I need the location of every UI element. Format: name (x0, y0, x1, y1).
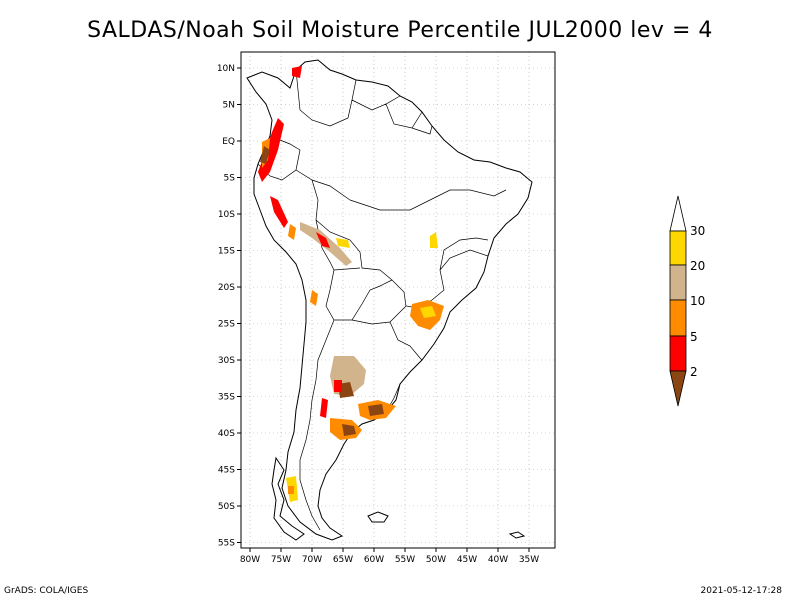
south-america-landmass (246, 59, 533, 541)
colorbar-label-20: 20 (690, 259, 705, 273)
pampas-red-anomaly (334, 380, 342, 392)
parana-anomaly-inner (420, 306, 436, 318)
colorbar-below-triangle (669, 370, 687, 407)
colorbar-label-30: 30 (690, 224, 705, 238)
mato-grosso-anomaly (336, 238, 350, 248)
colorbar-segment-2-5 (669, 335, 687, 372)
longitude-labels: 80W 75W 70W 65W 60W 55W 50W 45W 40W 35W (240, 548, 539, 565)
ecuador-anomaly (260, 146, 270, 164)
buenos-aires-core (368, 404, 384, 416)
latitude-tick-label: EQ (222, 137, 235, 147)
longitude-tick-label: 50W (426, 555, 446, 565)
longitude-tick-label: 65W (333, 555, 353, 565)
south-georgia-island (508, 531, 526, 539)
map-frame (240, 51, 556, 549)
colorbar-segment-10-20 (669, 264, 687, 301)
andes-west-anomaly (320, 398, 328, 418)
graticule (241, 52, 555, 548)
map-title: SALDAS/Noah Soil Moisture Percentile JUL… (87, 18, 713, 43)
latitude-tick-label: 5N (223, 101, 235, 111)
footer-credit: GrADS: COLA/IGES (4, 586, 89, 596)
longitude-tick-label: 75W (271, 555, 291, 565)
latitude-tick-label: 40S (218, 429, 235, 439)
altiplano-anomaly (310, 290, 318, 306)
latitude-labels: 10N 5N EQ 5S 10S 15S 20S 25S 30S 35S 40S 45S 50S 55S (217, 64, 241, 549)
colorbar-label-10: 10 (690, 294, 705, 308)
longitude-tick-label: 80W (240, 555, 260, 565)
latitude-tick-label: 35S (218, 393, 235, 403)
falkland-islands (367, 511, 389, 523)
coastline (246, 59, 533, 541)
colorbar-above-triangle (669, 195, 687, 232)
patagonia-south-core (288, 486, 294, 494)
longitude-tick-label: 70W (302, 555, 322, 565)
percentile-shading (258, 66, 444, 502)
peru-anomaly-2 (288, 224, 296, 240)
bolivia-ridge-core (316, 232, 330, 248)
colorbar-segment-20-30 (669, 230, 687, 266)
colorbar-label-2: 2 (690, 365, 698, 379)
country-borders (257, 69, 507, 531)
sao-paulo-anomaly (430, 232, 438, 248)
longitude-tick-label: 35W (519, 555, 539, 565)
tierra-del-fuego-islands (271, 456, 305, 541)
latitude-tick-label: 5S (224, 174, 236, 184)
peru-anomaly (270, 196, 288, 228)
longitude-tick-label: 45W (457, 555, 477, 565)
longitude-tick-label: 55W (395, 555, 415, 565)
latitude-tick-label: 45S (218, 466, 235, 476)
latitude-tick-label: 55S (218, 539, 235, 549)
colorbar-label-5: 5 (690, 330, 698, 344)
latitude-tick-label: 25S (218, 320, 235, 330)
latitude-tick-label: 20S (218, 283, 235, 293)
longitude-tick-label: 60W (364, 555, 384, 565)
colorbar: 30 20 10 5 2 (669, 195, 705, 407)
latitude-tick-label: 10N (217, 64, 235, 74)
longitude-tick-label: 40W (488, 555, 508, 565)
latitude-tick-label: 10S (218, 210, 235, 220)
latitude-tick-label: 30S (218, 356, 235, 366)
patagonia-north-core (342, 424, 356, 436)
andes-north-anomaly (258, 118, 284, 182)
colombia-north-anomaly (292, 66, 302, 78)
latitude-tick-label: 15S (218, 247, 235, 257)
footer-timestamp: 2021-05-12-17:28 (700, 586, 783, 596)
colorbar-segment-5-10 (669, 299, 687, 337)
latitude-tick-label: 50S (218, 502, 235, 512)
